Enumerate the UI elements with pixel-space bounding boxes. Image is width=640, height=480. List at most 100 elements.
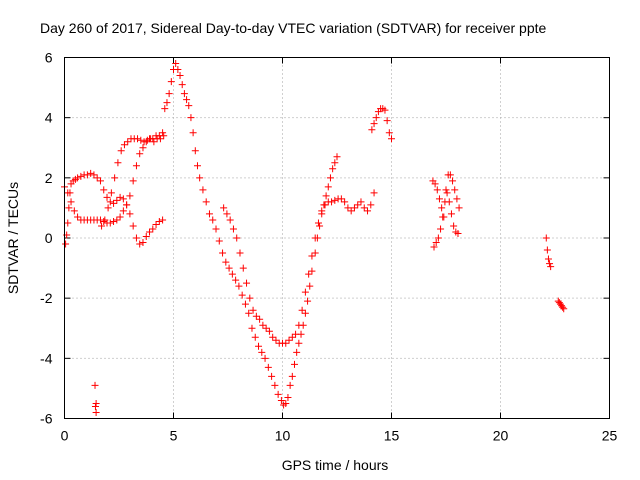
data-point xyxy=(180,90,188,98)
data-point xyxy=(163,99,171,107)
data-point xyxy=(137,136,145,144)
data-point xyxy=(159,129,167,137)
data-point xyxy=(193,162,201,170)
data-point xyxy=(140,138,148,146)
data-point xyxy=(290,360,298,368)
data-point xyxy=(238,291,246,299)
data-point xyxy=(233,234,241,242)
data-point xyxy=(295,321,303,329)
data-point xyxy=(269,333,277,341)
data-point xyxy=(255,342,263,350)
data-point xyxy=(136,150,144,158)
data-point xyxy=(430,243,438,251)
data-point xyxy=(222,258,230,266)
data-point xyxy=(236,249,244,257)
data-point xyxy=(455,204,463,212)
series-track-e xyxy=(220,189,378,347)
data-point xyxy=(176,72,184,80)
data-point xyxy=(324,183,332,191)
data-point xyxy=(432,239,440,247)
data-point xyxy=(439,213,447,221)
data-point xyxy=(447,210,455,218)
chart-title: Day 260 of 2017, Sidereal Day-to-day VTE… xyxy=(40,20,547,36)
data-point xyxy=(62,240,70,248)
data-point xyxy=(150,138,158,146)
data-point xyxy=(450,222,458,230)
data-point xyxy=(110,217,118,225)
data-point xyxy=(344,204,352,212)
series-track-b xyxy=(62,169,167,248)
data-point xyxy=(326,174,334,182)
data-point xyxy=(261,354,269,362)
data-point xyxy=(178,81,186,89)
data-point xyxy=(123,201,131,209)
data-point xyxy=(205,210,213,218)
data-point xyxy=(298,306,306,314)
data-point xyxy=(286,381,294,389)
data-point xyxy=(106,219,114,227)
data-point xyxy=(183,96,191,104)
data-point xyxy=(308,252,316,260)
x-tick-label: 10 xyxy=(275,428,291,444)
data-point xyxy=(274,390,282,398)
data-point xyxy=(434,234,442,242)
data-point xyxy=(546,260,554,268)
data-point xyxy=(132,234,140,242)
data-point xyxy=(258,348,266,356)
data-point xyxy=(295,339,303,347)
data-point xyxy=(256,315,264,323)
series-track-d xyxy=(161,60,341,409)
data-point xyxy=(354,201,362,209)
data-point xyxy=(110,199,118,207)
data-point xyxy=(87,169,95,177)
data-point xyxy=(245,309,253,317)
y-tick-label: 4 xyxy=(45,110,53,126)
y-axis-label: SDTVAR / TECUs xyxy=(5,182,21,294)
data-point xyxy=(443,189,451,197)
data-point xyxy=(259,321,267,329)
data-point xyxy=(308,267,316,275)
series-outliers xyxy=(91,381,100,416)
data-point xyxy=(113,216,121,224)
data-point xyxy=(199,186,207,194)
data-point xyxy=(544,255,552,263)
data-point xyxy=(453,195,461,203)
data-point xyxy=(196,174,204,182)
data-point xyxy=(301,309,309,317)
data-point xyxy=(117,147,125,155)
data-point xyxy=(189,129,197,137)
x-tick-label: 5 xyxy=(170,428,178,444)
data-point xyxy=(301,288,309,296)
data-point xyxy=(446,171,454,179)
x-tick-label: 0 xyxy=(61,428,69,444)
data-point xyxy=(333,153,341,161)
data-point xyxy=(560,305,568,313)
data-point xyxy=(104,204,112,212)
data-point xyxy=(248,324,256,332)
data-point xyxy=(314,219,322,227)
data-point xyxy=(136,240,144,248)
data-point xyxy=(305,270,313,278)
data-point xyxy=(304,297,312,305)
data-point xyxy=(547,263,555,271)
y-tick-label: -2 xyxy=(40,290,53,306)
data-point xyxy=(93,174,101,182)
data-point xyxy=(388,135,395,143)
series-track-g xyxy=(429,171,463,221)
y-tick-label: 2 xyxy=(45,170,53,186)
data-point xyxy=(159,216,167,224)
data-point xyxy=(360,204,368,212)
data-point xyxy=(252,312,260,320)
data-point xyxy=(91,402,99,410)
series-track-h xyxy=(430,189,462,251)
data-point xyxy=(74,213,82,221)
data-point xyxy=(249,306,257,314)
data-point xyxy=(383,117,391,125)
data-point xyxy=(229,225,237,233)
series-track-c xyxy=(98,132,168,230)
data-point xyxy=(246,294,254,302)
data-point xyxy=(288,333,296,341)
x-axis-label: GPS time / hours xyxy=(282,457,389,473)
data-point xyxy=(288,372,296,380)
